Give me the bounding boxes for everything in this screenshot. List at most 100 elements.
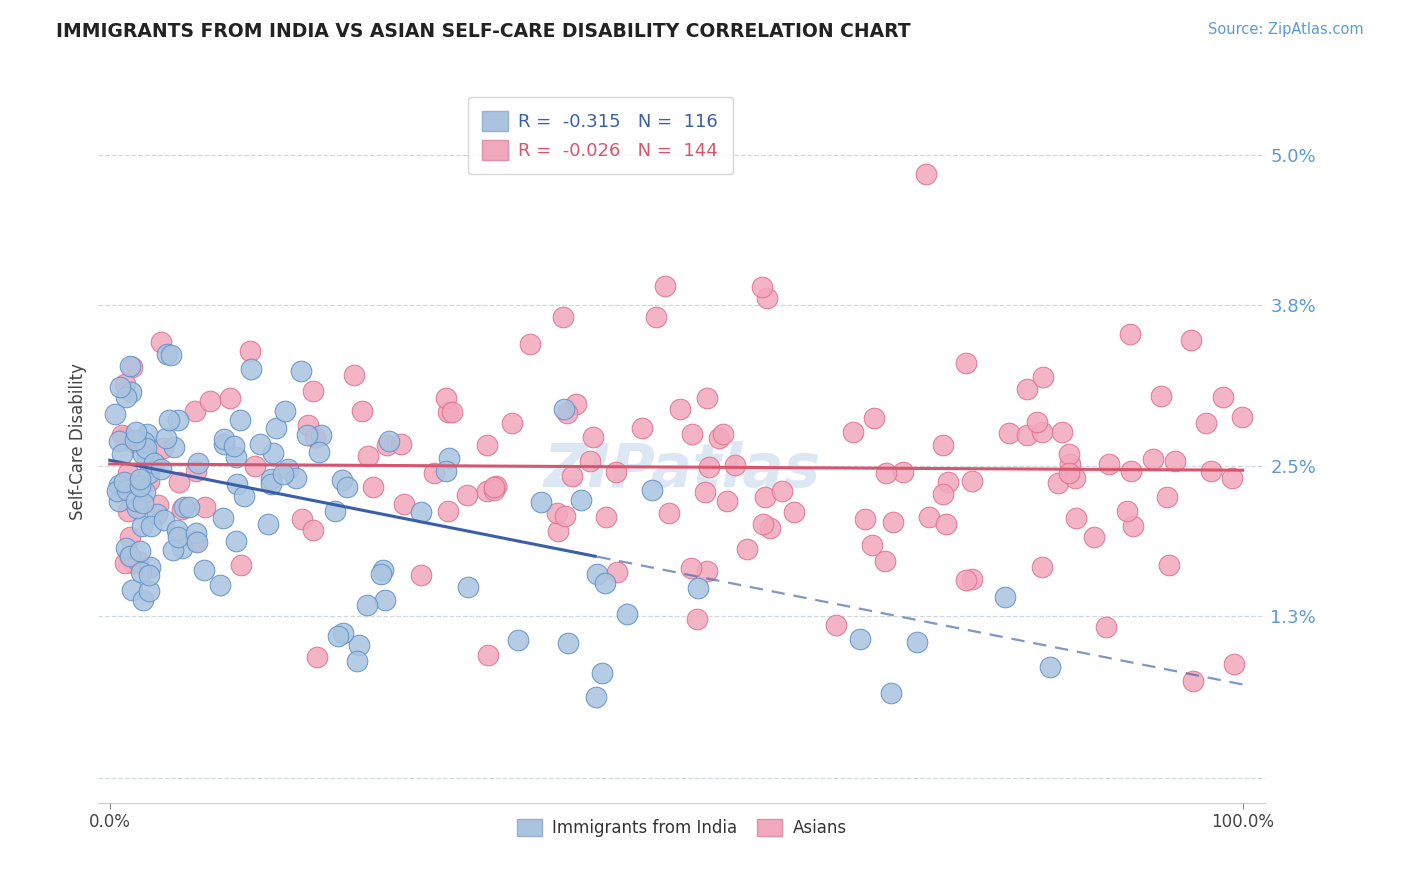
Point	[394, 497, 416, 511]
Point	[547, 524, 569, 539]
Point	[374, 593, 396, 607]
Point	[132, 435, 155, 450]
Point	[148, 498, 170, 512]
Point	[932, 487, 955, 501]
Point	[1220, 470, 1243, 484]
Point	[214, 437, 236, 451]
Point	[295, 428, 318, 442]
Point	[108, 478, 131, 492]
Point	[1142, 451, 1164, 466]
Point	[122, 556, 145, 570]
Point	[266, 421, 288, 435]
Point	[1180, 333, 1202, 347]
Point	[437, 504, 460, 518]
Point	[654, 278, 676, 293]
Point	[118, 549, 141, 564]
Point	[477, 648, 499, 663]
Point	[156, 347, 179, 361]
Point	[1182, 674, 1205, 689]
Point	[475, 437, 498, 451]
Point	[105, 483, 128, 498]
Point	[569, 492, 592, 507]
Point	[1150, 389, 1173, 403]
Point	[860, 537, 883, 551]
Point	[645, 310, 668, 325]
Point	[595, 510, 617, 524]
Point	[184, 525, 207, 540]
Point	[579, 454, 602, 468]
Point	[127, 554, 149, 568]
Point	[110, 428, 132, 442]
Point	[138, 474, 160, 488]
Point	[616, 607, 638, 621]
Point	[179, 500, 201, 515]
Point	[696, 392, 718, 406]
Point	[212, 432, 235, 446]
Point	[530, 495, 553, 509]
Point	[229, 558, 252, 572]
Point	[297, 417, 319, 432]
Point	[107, 494, 129, 508]
Point	[439, 450, 461, 465]
Point	[326, 629, 349, 643]
Point	[555, 406, 578, 420]
Point	[117, 504, 139, 518]
Point	[918, 509, 941, 524]
Point	[262, 445, 284, 459]
Point	[962, 572, 984, 586]
Point	[336, 479, 359, 493]
Point	[595, 576, 617, 591]
Point	[134, 485, 156, 500]
Point	[485, 479, 508, 493]
Point	[411, 505, 433, 519]
Point	[187, 456, 209, 470]
Point	[233, 489, 256, 503]
Point	[136, 427, 159, 442]
Point	[658, 506, 681, 520]
Point	[290, 363, 312, 377]
Point	[1031, 425, 1053, 440]
Point	[150, 462, 173, 476]
Point	[724, 458, 747, 472]
Point	[938, 475, 960, 490]
Point	[581, 429, 603, 443]
Point	[186, 535, 208, 549]
Point	[423, 466, 446, 480]
Point	[1031, 370, 1053, 384]
Point	[260, 472, 283, 486]
Point	[880, 686, 903, 700]
Point	[330, 473, 353, 487]
Point	[347, 639, 370, 653]
Point	[905, 634, 928, 648]
Point	[128, 472, 150, 486]
Point	[711, 427, 734, 442]
Point	[994, 590, 1017, 604]
Point	[824, 618, 846, 632]
Point	[121, 359, 143, 374]
Point	[184, 534, 207, 549]
Point	[125, 425, 148, 439]
Point	[501, 416, 523, 430]
Point	[755, 291, 778, 305]
Point	[842, 425, 865, 439]
Point	[754, 490, 776, 504]
Point	[378, 434, 401, 449]
Point	[121, 583, 143, 598]
Point	[343, 368, 366, 383]
Point	[1057, 446, 1080, 460]
Legend: Immigrants from India, Asians: Immigrants from India, Asians	[509, 810, 855, 845]
Point	[356, 598, 378, 612]
Point	[1047, 476, 1070, 491]
Point	[194, 500, 217, 514]
Point	[853, 511, 876, 525]
Point	[155, 431, 177, 445]
Point	[475, 484, 498, 499]
Point	[114, 475, 136, 489]
Point	[139, 560, 162, 574]
Point	[120, 385, 142, 400]
Point	[111, 447, 134, 461]
Point	[257, 517, 280, 532]
Point	[631, 421, 654, 435]
Point	[124, 433, 146, 447]
Point	[138, 583, 160, 598]
